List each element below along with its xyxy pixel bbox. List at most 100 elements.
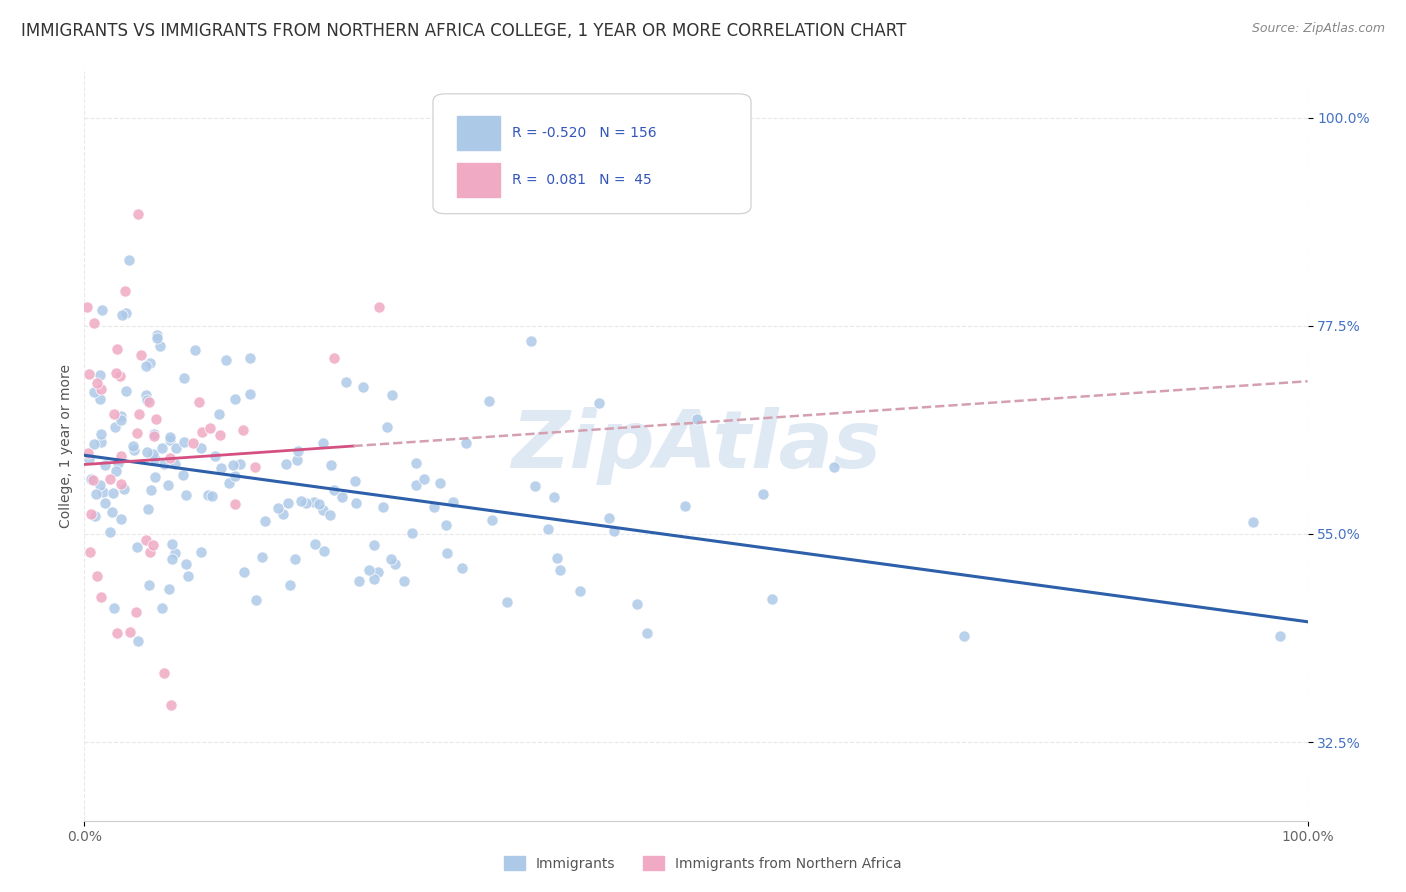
Point — [1243, 515, 1265, 529]
Point — [110, 477, 132, 491]
Point — [1270, 628, 1292, 642]
Point — [79, 544, 101, 558]
Point — [495, 595, 517, 609]
Point — [105, 626, 128, 640]
Point — [122, 442, 145, 457]
Point — [588, 395, 610, 409]
Point — [823, 460, 845, 475]
Point — [160, 552, 183, 566]
Point — [114, 384, 136, 398]
Point — [143, 470, 166, 484]
Point — [177, 569, 200, 583]
Point — [287, 444, 309, 458]
Point — [83, 385, 105, 400]
Point — [308, 497, 330, 511]
Point — [108, 368, 131, 383]
Text: IMMIGRANTS VS IMMIGRANTS FROM NORTHERN AFRICA COLLEGE, 1 YEAR OR MORE CORRELATIO: IMMIGRANTS VS IMMIGRANTS FROM NORTHERN A… — [21, 22, 907, 40]
Point — [267, 501, 290, 516]
Point — [344, 496, 367, 510]
Point — [224, 392, 246, 406]
Point — [221, 458, 243, 472]
Point — [136, 502, 159, 516]
Point — [543, 490, 565, 504]
Point — [673, 499, 696, 513]
Point — [287, 453, 309, 467]
Point — [636, 626, 658, 640]
Point — [165, 546, 187, 560]
Point — [142, 447, 165, 461]
Point — [129, 348, 152, 362]
Point — [274, 458, 297, 472]
Point — [686, 411, 709, 425]
Point — [277, 496, 299, 510]
Point — [761, 592, 783, 607]
Point — [104, 419, 127, 434]
Point — [139, 545, 162, 559]
Point — [139, 356, 162, 370]
Point — [165, 441, 187, 455]
Point — [412, 473, 434, 487]
Point — [208, 407, 231, 421]
Point — [254, 514, 277, 528]
Point — [93, 496, 115, 510]
Point — [323, 483, 346, 497]
Point — [598, 510, 620, 524]
Legend: Immigrants, Immigrants from Northern Africa: Immigrants, Immigrants from Northern Afr… — [499, 850, 907, 876]
Point — [352, 379, 374, 393]
Point — [191, 425, 214, 440]
Point — [107, 342, 129, 356]
Point — [245, 593, 267, 607]
Point — [114, 306, 136, 320]
Point — [107, 456, 129, 470]
Point — [135, 388, 157, 402]
Point — [150, 441, 173, 455]
Point — [188, 394, 211, 409]
Point — [83, 316, 105, 330]
Point — [125, 541, 148, 555]
Point — [626, 597, 648, 611]
Point — [184, 343, 207, 358]
Point — [146, 328, 169, 343]
Point — [90, 426, 112, 441]
Point — [77, 452, 100, 467]
Point — [157, 582, 180, 596]
Point — [368, 301, 391, 315]
Point — [278, 578, 301, 592]
Point — [143, 451, 166, 466]
FancyBboxPatch shape — [433, 94, 751, 214]
Point — [436, 546, 458, 560]
Point — [118, 625, 141, 640]
Point — [295, 495, 318, 509]
Point — [146, 331, 169, 345]
Point — [523, 479, 546, 493]
Point — [159, 451, 181, 466]
Point — [231, 423, 253, 437]
Point — [423, 500, 446, 514]
Point — [79, 472, 101, 486]
Point — [110, 450, 132, 464]
Point — [89, 478, 111, 492]
Point — [953, 629, 976, 643]
Point — [190, 442, 212, 456]
Point — [153, 457, 176, 471]
Point — [152, 665, 174, 680]
Point — [98, 472, 121, 486]
Point — [159, 433, 181, 447]
Point — [90, 302, 112, 317]
Point — [405, 456, 427, 470]
Point — [224, 497, 246, 511]
Point — [174, 557, 197, 571]
Point — [86, 569, 108, 583]
Point — [93, 485, 115, 500]
Point — [138, 394, 160, 409]
Point — [375, 420, 398, 434]
Point — [110, 413, 132, 427]
Point — [454, 435, 477, 450]
Point — [380, 552, 402, 566]
Point — [135, 359, 157, 373]
Point — [381, 388, 404, 402]
Point — [135, 533, 157, 547]
Point — [314, 543, 336, 558]
Point — [363, 538, 385, 552]
Point — [357, 563, 380, 577]
